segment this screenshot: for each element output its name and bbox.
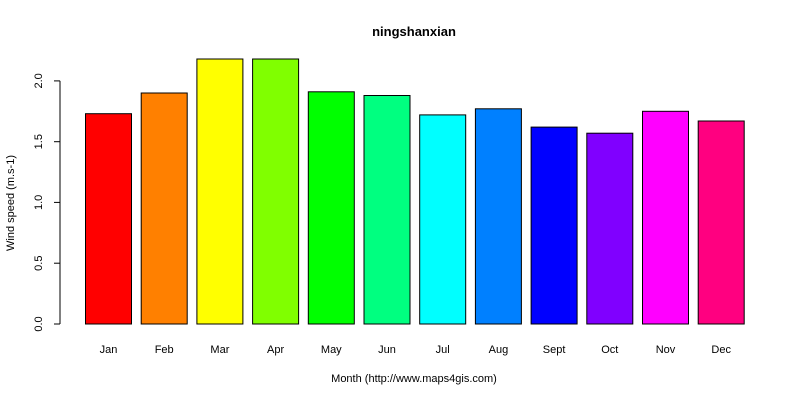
x-tick-label-aug: Aug (489, 344, 509, 356)
bar-feb (140, 92, 188, 325)
x-tick-label-jan: Jan (100, 344, 118, 356)
bar-jan (85, 113, 132, 325)
y-tick-label-1: 0.5 (33, 256, 45, 271)
bar-dec (697, 120, 745, 325)
x-tick-label-feb: Feb (155, 344, 174, 356)
bar-mar (196, 58, 244, 325)
y-axis-label: Wind speed (m.s-1) (5, 155, 17, 251)
x-tick-label-mar: Mar (210, 344, 229, 356)
x-tick-label-sept: Sept (543, 344, 566, 356)
x-tick-label-oct: Oct (601, 344, 618, 356)
y-tick-label-2: 1.0 (33, 195, 45, 210)
x-tick-label-nov: Nov (656, 344, 676, 356)
x-tick-label-dec: Dec (711, 344, 731, 356)
bar-may (307, 91, 355, 325)
x-axis-label: Month (http://www.maps4gis.com) (331, 373, 497, 385)
y-axis: 0.0 0.5 1.0 1.5 2.0 (33, 73, 61, 332)
bar-jul (419, 114, 467, 325)
x-tick-label-jul: Jul (436, 344, 450, 356)
bars-group (85, 58, 745, 325)
bar-nov (642, 110, 689, 325)
y-tick-label-3: 1.5 (33, 134, 45, 149)
chart-title: ningshanxian (372, 24, 456, 39)
x-tick-label-may: May (321, 344, 342, 356)
bar-aug (474, 108, 522, 325)
bar-apr (252, 58, 300, 325)
x-tick-label-jun: Jun (378, 344, 396, 356)
bar-jun (363, 95, 411, 325)
bar-oct (586, 132, 634, 325)
y-tick-label-4: 2.0 (33, 73, 45, 88)
x-tick-label-apr: Apr (267, 344, 284, 356)
bar-sept (530, 126, 578, 325)
y-tick-label-0: 0.0 (33, 316, 45, 331)
x-tick-labels: Jan Feb Mar Apr May Jun Jul Aug Sept Oct Nov Dec (100, 344, 732, 356)
